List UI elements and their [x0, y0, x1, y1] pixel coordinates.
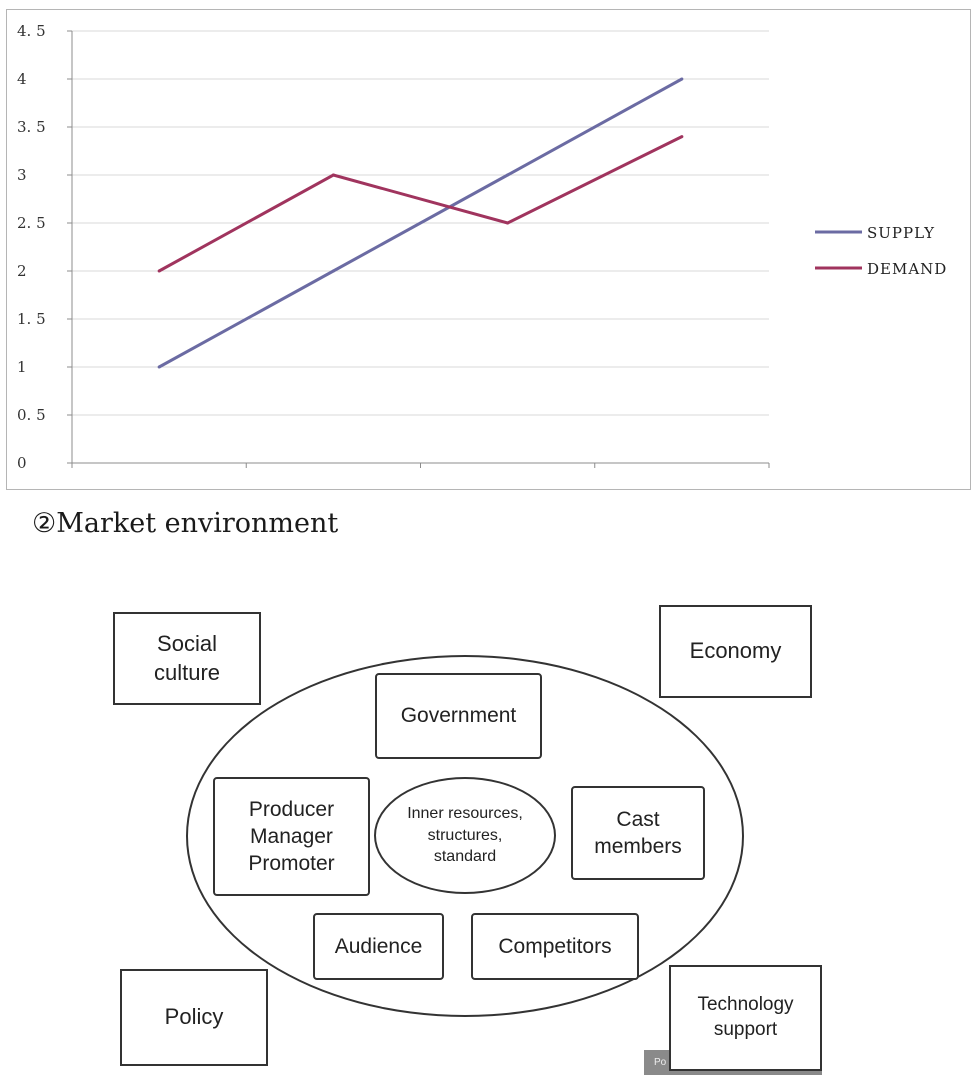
y-tick-label: 2	[17, 262, 27, 280]
supply-series-line	[158, 77, 683, 369]
y-tick-label: 1. 5	[17, 310, 46, 328]
cast-members-box: Cast members	[571, 786, 705, 880]
legend-supply-label: SUPPLY	[867, 224, 935, 242]
footer-strip-text: Po	[654, 1057, 667, 1068]
demand-data-point	[506, 221, 510, 225]
demand-data-point	[331, 173, 335, 177]
y-tick-label: 0. 5	[17, 406, 46, 424]
y-tick-label: 2. 5	[17, 214, 46, 232]
supply-data-point	[157, 365, 161, 369]
y-tick-label: 1	[17, 358, 27, 376]
y-tick-label: 0	[17, 454, 27, 472]
y-tick-label: 3. 5	[17, 118, 46, 136]
line-chart: 0 0. 5 1 1. 5 2 2. 5 3 3. 5 4 4. 5 SUPPLY DEMAND	[17, 22, 947, 472]
producer-manager-promoter-box: Producer Manager Promoter	[213, 777, 370, 896]
y-tick-label: 4. 5	[17, 22, 46, 40]
section-heading: ②Market environment	[32, 508, 339, 539]
audience-box: Audience	[313, 913, 444, 980]
competitors-box: Competitors	[471, 913, 639, 980]
technology-support-box: Technology support	[669, 965, 822, 1071]
y-tick-label: 3	[17, 166, 27, 184]
demand-data-point	[680, 135, 684, 139]
demand-series-line	[158, 135, 683, 273]
y-tick-label: 4	[17, 70, 27, 88]
social-culture-box: Social culture	[113, 612, 261, 705]
government-box: Government	[375, 673, 542, 759]
economy-box: Economy	[659, 605, 812, 698]
supply-data-point	[680, 77, 684, 81]
supply-data-point	[506, 173, 510, 177]
inner-resources-ellipse: Inner resources, structures, standard	[374, 777, 556, 894]
legend-demand-label: DEMAND	[867, 260, 947, 278]
demand-data-point	[157, 269, 161, 273]
supply-data-point	[331, 269, 335, 273]
chart-frame: 0 0. 5 1 1. 5 2 2. 5 3 3. 5 4 4. 5 SUPPLY DEMAND	[6, 9, 971, 490]
policy-box: Policy	[120, 969, 268, 1066]
environment-ellipse	[186, 655, 744, 1017]
